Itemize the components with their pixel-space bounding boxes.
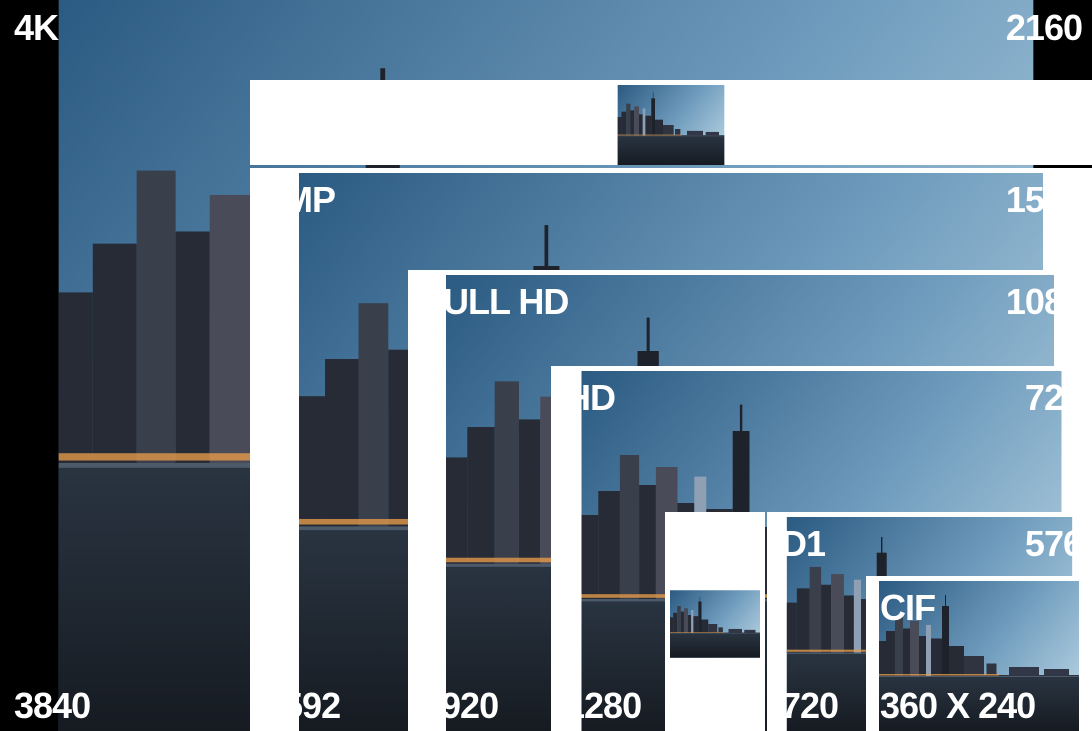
resolution-name: FULL HD [422,281,568,322]
cityscape-image [670,590,760,658]
width-label: 1280 [565,685,641,726]
resolution-name: 5MP [264,91,335,132]
height-label: 1520 [1006,179,1082,220]
width-label: 360 X 240 [880,685,1035,726]
height-label: 2160 [1006,7,1082,48]
resolution-box: 960H 960 [665,512,765,731]
height-label: 1920 [1006,91,1082,132]
height-label: 576 [1025,523,1082,564]
resolution-name: 4MP [264,179,335,220]
resolution-name: 4K [14,7,59,48]
width-label: 3840 [14,685,90,726]
height-label: 720 [1025,377,1082,418]
resolution-name: HD [565,377,615,418]
resolution-box: 5MP 1920 [250,80,1092,165]
resolution-name: CIF [880,587,935,628]
cityscape-image [618,85,725,165]
resolution-comparison: 4K 2160 3840 5MP 1920 4MP 1520 2592 FULL HD 1080 1… [0,0,1092,731]
resolution-box: CIF 360 X 240 [866,576,1092,731]
width-label: 960 [679,685,736,726]
width-label: 2592 [264,685,340,726]
width-label: 720 [781,685,838,726]
resolution-name: 960H [679,523,761,564]
width-label: 1920 [422,685,498,726]
resolution-name: D1 [781,523,826,564]
height-label: 1080 [1006,281,1082,322]
